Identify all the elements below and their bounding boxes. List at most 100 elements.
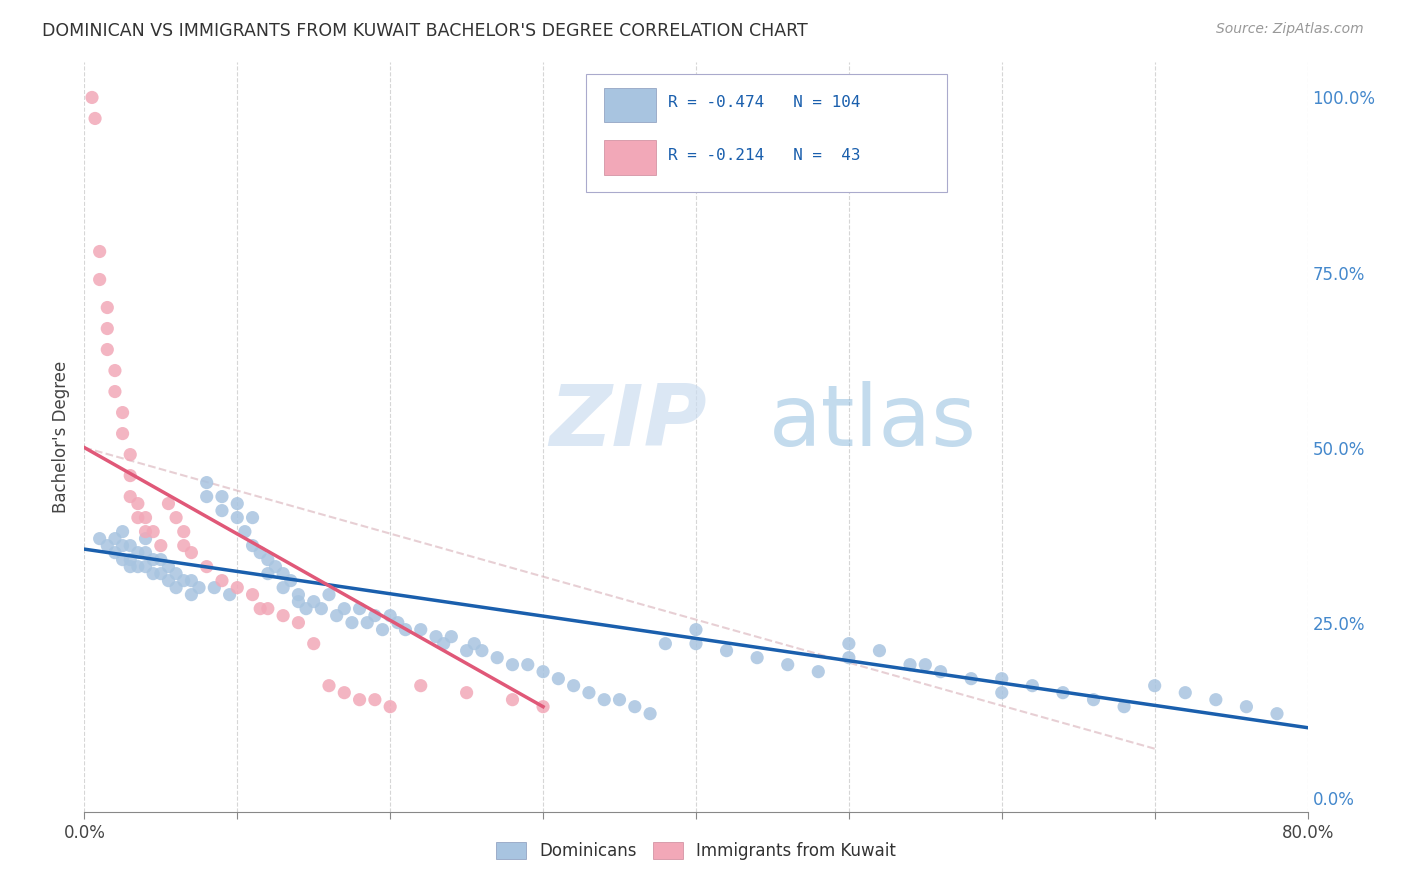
Point bbox=[188, 581, 211, 595]
Point bbox=[89, 532, 111, 546]
Point bbox=[271, 566, 294, 581]
Point bbox=[173, 524, 195, 539]
Point bbox=[716, 643, 738, 657]
Point bbox=[685, 637, 707, 651]
Point bbox=[142, 552, 165, 566]
Point bbox=[394, 623, 416, 637]
Point bbox=[249, 601, 271, 615]
Point bbox=[1205, 692, 1227, 706]
Point bbox=[624, 699, 647, 714]
Point bbox=[211, 490, 233, 504]
Point bbox=[104, 363, 127, 377]
Point bbox=[202, 581, 225, 595]
Legend: Dominicans, Immigrants from Kuwait: Dominicans, Immigrants from Kuwait bbox=[489, 836, 903, 867]
Point bbox=[111, 524, 134, 539]
Point bbox=[349, 601, 371, 615]
Point bbox=[257, 552, 280, 566]
Point bbox=[387, 615, 409, 630]
Point bbox=[807, 665, 830, 679]
Point bbox=[960, 672, 983, 686]
Point bbox=[104, 546, 127, 560]
Point bbox=[333, 601, 356, 615]
Point bbox=[233, 524, 256, 539]
Point bbox=[371, 623, 394, 637]
Text: DOMINICAN VS IMMIGRANTS FROM KUWAIT BACHELOR'S DEGREE CORRELATION CHART: DOMINICAN VS IMMIGRANTS FROM KUWAIT BACH… bbox=[42, 22, 808, 40]
Point bbox=[127, 510, 149, 524]
Point bbox=[929, 665, 952, 679]
Point bbox=[318, 679, 340, 693]
Y-axis label: Bachelor's Degree: Bachelor's Degree bbox=[52, 361, 70, 513]
Point bbox=[89, 244, 111, 259]
Point bbox=[111, 552, 134, 566]
Point bbox=[333, 686, 356, 700]
Point bbox=[578, 686, 600, 700]
Point bbox=[96, 321, 118, 335]
Point bbox=[195, 475, 218, 490]
Point bbox=[914, 657, 936, 672]
Point bbox=[271, 608, 294, 623]
Point bbox=[1021, 679, 1043, 693]
Point bbox=[173, 539, 195, 553]
Point bbox=[364, 608, 387, 623]
Point bbox=[226, 510, 249, 524]
Point bbox=[165, 566, 187, 581]
Point bbox=[135, 532, 157, 546]
Point bbox=[111, 539, 134, 553]
Point bbox=[135, 510, 157, 524]
Point bbox=[838, 650, 860, 665]
Point bbox=[356, 615, 378, 630]
Point bbox=[654, 637, 676, 651]
Point bbox=[149, 566, 172, 581]
Point bbox=[456, 686, 478, 700]
Point bbox=[242, 588, 264, 602]
Point bbox=[409, 623, 432, 637]
Point bbox=[349, 692, 371, 706]
Text: R = -0.214   N =  43: R = -0.214 N = 43 bbox=[668, 148, 860, 163]
Point bbox=[157, 497, 180, 511]
Point bbox=[502, 692, 524, 706]
Point bbox=[287, 588, 309, 602]
Point bbox=[271, 581, 294, 595]
Point bbox=[562, 679, 585, 693]
Point bbox=[142, 566, 165, 581]
Point bbox=[127, 559, 149, 574]
Point bbox=[249, 546, 271, 560]
Point bbox=[380, 608, 402, 623]
Point bbox=[280, 574, 302, 588]
Point bbox=[218, 588, 240, 602]
Point bbox=[157, 574, 180, 588]
Point bbox=[287, 615, 309, 630]
Point bbox=[180, 574, 202, 588]
Point bbox=[991, 672, 1014, 686]
Point bbox=[486, 650, 509, 665]
Point bbox=[776, 657, 799, 672]
Point bbox=[111, 406, 134, 420]
Point bbox=[471, 643, 494, 657]
Point bbox=[120, 448, 142, 462]
Point bbox=[1083, 692, 1105, 706]
Point bbox=[295, 601, 318, 615]
Point bbox=[195, 490, 218, 504]
Point bbox=[318, 588, 340, 602]
Point bbox=[120, 559, 142, 574]
Point bbox=[180, 546, 202, 560]
Point bbox=[180, 588, 202, 602]
Point bbox=[531, 665, 554, 679]
Point bbox=[80, 90, 103, 104]
FancyBboxPatch shape bbox=[605, 140, 655, 175]
Point bbox=[463, 637, 485, 651]
Point bbox=[226, 581, 249, 595]
Point bbox=[287, 594, 309, 608]
Point bbox=[638, 706, 661, 721]
Point bbox=[838, 637, 860, 651]
Point bbox=[127, 497, 149, 511]
Point bbox=[440, 630, 463, 644]
Point bbox=[257, 601, 280, 615]
Point bbox=[242, 539, 264, 553]
Point bbox=[433, 637, 456, 651]
Point bbox=[1236, 699, 1258, 714]
Point bbox=[120, 490, 142, 504]
Point bbox=[869, 643, 891, 657]
Point bbox=[135, 559, 157, 574]
Point bbox=[409, 679, 432, 693]
